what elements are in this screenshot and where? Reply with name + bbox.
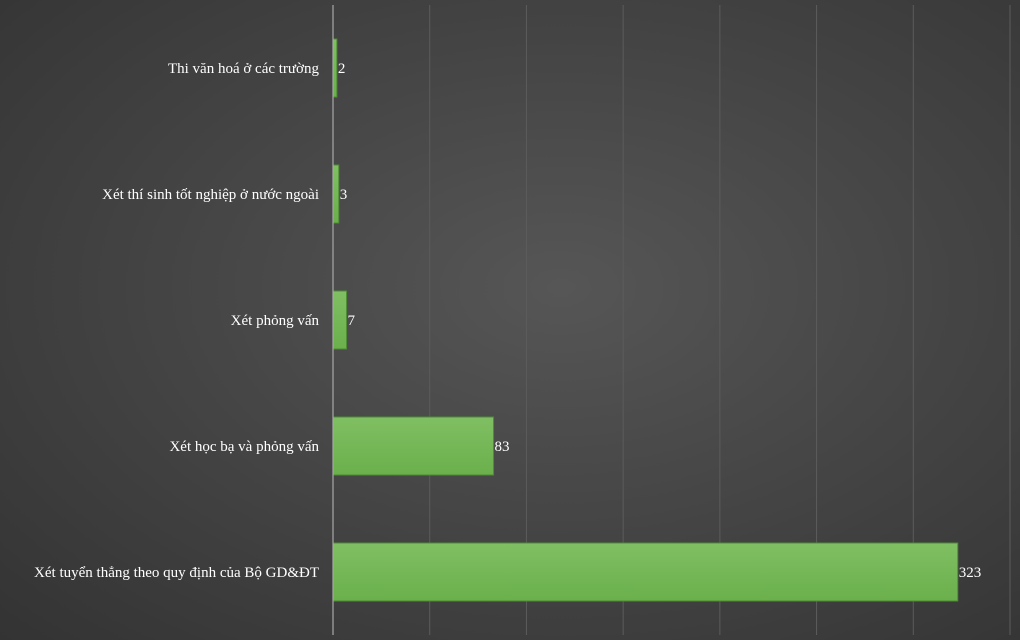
value-label: 83 <box>495 439 510 455</box>
category-label: Thi văn hoá ở các trường <box>168 61 320 77</box>
category-label: Xét học bạ và phỏng vấn <box>169 439 319 455</box>
value-label: 3 <box>340 187 348 203</box>
value-label: 7 <box>348 313 356 329</box>
category-label: Xét phỏng vấn <box>231 313 320 329</box>
bar-3 <box>332 290 348 350</box>
bar-5 <box>332 542 959 602</box>
value-label: 323 <box>959 565 982 581</box>
value-labels: 2 3 7 83 323 <box>338 61 981 581</box>
category-labels: Thi văn hoá ở các trường Xét thí sinh tốt… <box>34 61 319 581</box>
category-label: Xét tuyển thẳng theo quy định của Bộ GD&… <box>34 565 319 581</box>
category-label: Xét thí sinh tốt nghiệp ở nước ngoài <box>102 187 319 203</box>
gridlines <box>429 5 1011 635</box>
bar-4 <box>332 416 495 476</box>
bars <box>332 38 959 602</box>
bar-2 <box>332 164 340 224</box>
value-label: 2 <box>338 61 346 77</box>
